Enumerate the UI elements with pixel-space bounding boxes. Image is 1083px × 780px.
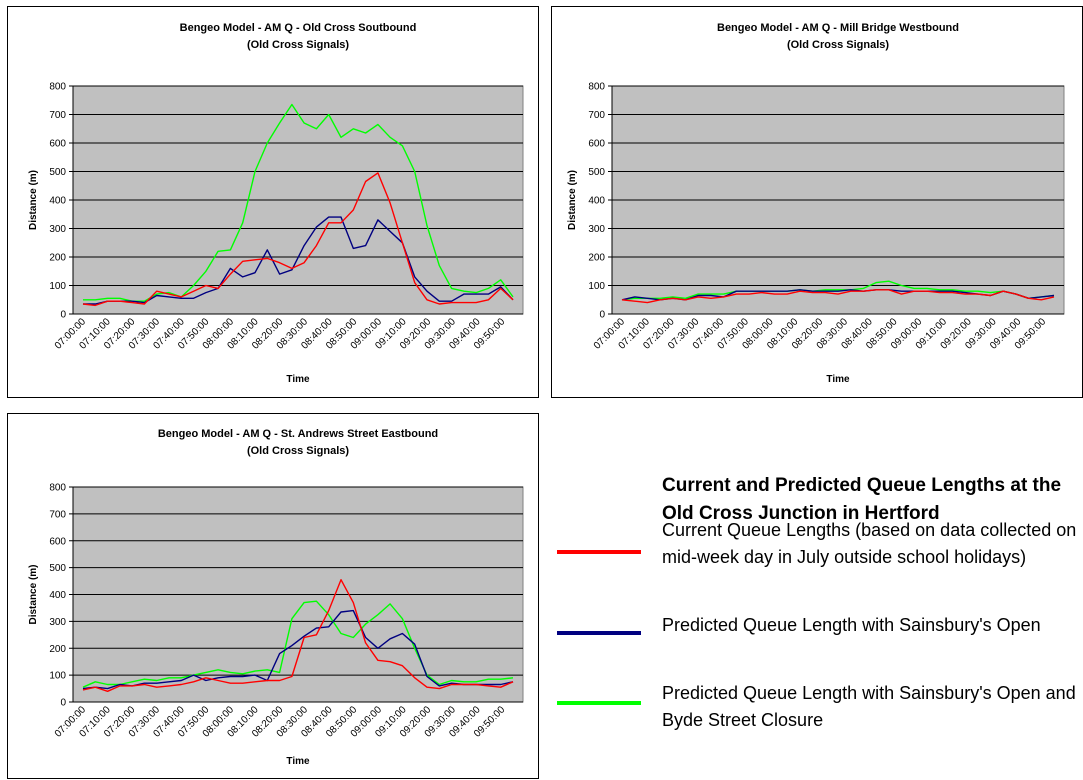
y-tick-label: 200 (49, 253, 66, 264)
y-tick-label: 200 (49, 644, 66, 655)
y-tick-label: 200 (588, 253, 605, 264)
y-tick-label: 700 (49, 110, 66, 121)
series-line-current (82, 172, 514, 307)
y-tick-label: 100 (49, 281, 66, 292)
y-tick-label: 600 (588, 139, 605, 150)
series-line-sainsburys (83, 216, 514, 305)
chart-subtitle: (Old Cross Signals) (247, 39, 349, 51)
chart-subtitle: (Old Cross Signals) (247, 445, 349, 457)
chart-svg: Bengeo Model - AM Q - St. Andrews Street… (28, 428, 524, 767)
legend: Current and Predicted Queue Lengths at t… (555, 440, 1083, 770)
y-tick-label: 300 (49, 617, 66, 628)
y-tick-label: 0 (599, 310, 605, 321)
y-tick-label: 300 (49, 224, 66, 235)
series-line-sainsburys (82, 609, 514, 690)
legend-title: Current and Predicted Queue Lengths at t… (662, 475, 1062, 524)
y-tick-label: 500 (49, 167, 66, 178)
y-tick-label: 800 (588, 82, 605, 93)
chart-st-andrews-street-eastbound: Bengeo Model - AM Q - St. Andrews Street… (7, 413, 539, 779)
chart-svg: Bengeo Model - AM Q - Mill Bridge Westbo… (567, 22, 1065, 385)
legend-swatch-sainsburys (557, 631, 641, 635)
series-line-closure (82, 600, 514, 688)
y-tick-label: 400 (588, 196, 605, 207)
y-tick-label: 800 (49, 82, 66, 93)
legend-swatch-closure (557, 701, 641, 705)
legend-label-sainsburys: Predicted Queue Length with Sainsbury's … (662, 615, 1041, 635)
legend-label-current: Current Queue Lengths (based on data col… (662, 520, 1077, 567)
series-line-current (82, 578, 514, 692)
legend-swatch-current (557, 550, 641, 554)
y-axis-label: Distance (m) (28, 564, 39, 624)
x-axis-label: Time (286, 374, 310, 385)
chart-old-cross-southbound: Bengeo Model - AM Q - Old Cross Soutboun… (7, 6, 539, 398)
y-tick-label: 700 (49, 509, 66, 520)
series-line-closure (83, 103, 514, 302)
y-tick-label: 100 (588, 281, 605, 292)
y-tick-label: 300 (588, 224, 605, 235)
chart-title: Bengeo Model - AM Q - Old Cross Soutboun… (180, 22, 417, 34)
y-tick-label: 0 (60, 310, 66, 321)
y-axis-label: Distance (m) (567, 170, 578, 230)
chart-title: Bengeo Model - AM Q - St. Andrews Street… (158, 428, 438, 440)
y-tick-label: 600 (49, 536, 66, 547)
series-line-current (621, 289, 1055, 304)
series-line-closure (621, 280, 1055, 301)
legend-label-closure: Predicted Queue Length with Sainsbury's … (662, 683, 1076, 730)
y-tick-label: 700 (588, 110, 605, 121)
y-axis-label: Distance (m) (28, 170, 39, 230)
y-tick-label: 100 (49, 671, 66, 682)
chart-svg: Bengeo Model - AM Q - Old Cross Soutboun… (28, 22, 524, 385)
y-tick-label: 500 (49, 563, 66, 574)
y-tick-label: 800 (49, 483, 66, 494)
y-tick-label: 600 (49, 139, 66, 150)
y-tick-label: 400 (49, 196, 66, 207)
y-tick-label: 500 (588, 167, 605, 178)
y-tick-label: 400 (49, 590, 66, 601)
x-axis-label: Time (826, 374, 850, 385)
x-axis-label: Time (286, 756, 310, 767)
chart-subtitle: (Old Cross Signals) (787, 39, 889, 51)
chart-mill-bridge-westbound: Bengeo Model - AM Q - Mill Bridge Westbo… (551, 6, 1083, 398)
chart-title: Bengeo Model - AM Q - Mill Bridge Westbo… (717, 22, 959, 34)
y-tick-label: 0 (60, 698, 66, 709)
